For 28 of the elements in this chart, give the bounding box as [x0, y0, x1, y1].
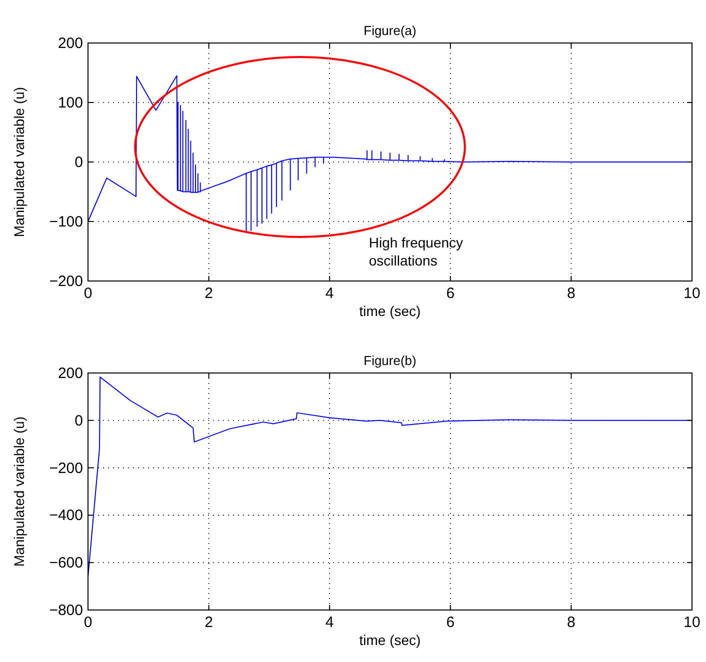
- y-tick-label: −800: [49, 602, 83, 619]
- x-tick-label: 2: [204, 285, 213, 302]
- y-tick-label: −200: [49, 273, 83, 290]
- x-tick-label: 6: [446, 614, 455, 631]
- chart-title: Figure(a): [364, 23, 416, 38]
- x-axis-title: time (sec): [359, 632, 421, 648]
- y-tick-label: 200: [58, 35, 83, 52]
- x-tick-label: 10: [684, 285, 700, 302]
- y-tick-label: 100: [58, 94, 83, 112]
- x-tick-label: 2: [204, 614, 213, 631]
- x-tick-label: 4: [325, 614, 334, 631]
- y-axis-title: Manipulated variable (u): [11, 416, 27, 567]
- x-tick-label: 6: [446, 285, 455, 302]
- x-tick-label: 8: [567, 285, 576, 302]
- y-tick-label: 200: [58, 365, 83, 382]
- y-axis-title: Manipulated variable (u): [11, 86, 27, 238]
- y-tick-label: −200: [49, 460, 83, 477]
- chart-title: Figure(b): [364, 353, 416, 368]
- y-tick-label: −600: [49, 554, 83, 572]
- x-tick-label: 10: [684, 614, 700, 631]
- annotation: High frequency oscillations: [368, 234, 464, 269]
- x-tick-label: 8: [567, 614, 576, 631]
- y-tick-label: −100: [49, 214, 83, 230]
- y-tick-label: −400: [49, 507, 83, 524]
- x-tick-label: 4: [325, 285, 334, 302]
- x-axis-title: time (sec): [359, 303, 421, 319]
- y-tick-label: 0: [74, 412, 83, 430]
- y-tick-label: 0: [74, 154, 83, 171]
